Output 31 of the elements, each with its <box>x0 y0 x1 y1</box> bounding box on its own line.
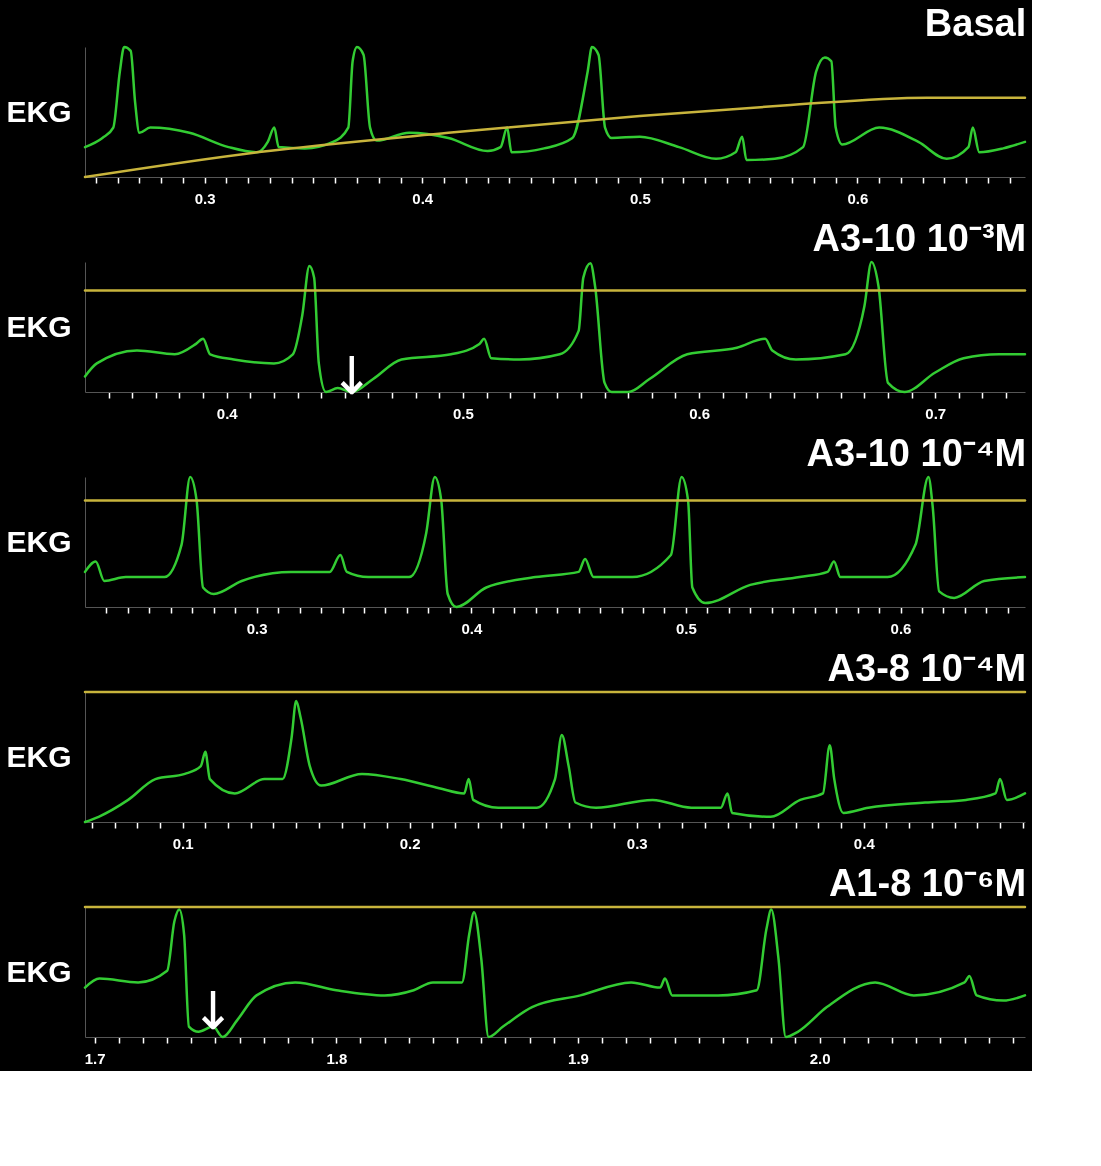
chart-title: A3-10 10⁻⁴M <box>806 431 1027 474</box>
x-tick-label: 1.9 <box>568 1049 589 1067</box>
x-tick-label: 0.2 <box>399 834 421 852</box>
chart-title: A3-8 10⁻⁴M <box>827 646 1027 689</box>
y-axis-title: EKG <box>6 739 72 773</box>
x-tick-label: 0.3 <box>626 834 648 852</box>
y-axis-title: EKG <box>6 954 72 988</box>
x-tick-label: 0.5 <box>629 189 651 207</box>
x-tick-label: 0.4 <box>216 404 239 422</box>
x-tick-label: 0.1 <box>172 834 194 852</box>
chart-title: Basal <box>924 1 1027 44</box>
chart-title: A1-8 10⁻⁶M <box>828 861 1027 904</box>
x-tick-label: 0.5 <box>452 404 474 422</box>
x-tick-label: 2.0 <box>809 1049 831 1067</box>
x-tick-label: 0.4 <box>461 619 483 637</box>
x-tick-label: 0.6 <box>847 189 869 207</box>
annotation: ↓ <box>191 980 235 1041</box>
y-axis-title: EKG <box>6 524 72 558</box>
x-tick-label: 0.7 <box>925 404 947 422</box>
x-tick-label: 1.8 <box>326 1049 348 1067</box>
x-tick-label: 0.4 <box>412 189 434 207</box>
y-axis-title: EKG <box>6 309 72 343</box>
y-axis-title: EKG <box>6 94 72 128</box>
chart-title: A3-10 10⁻³M <box>812 216 1027 259</box>
x-tick-label: 0.6 <box>689 404 710 422</box>
x-tick-label: 0.6 <box>890 619 912 637</box>
x-tick-label: 0.4 <box>853 834 876 852</box>
x-tick-label: 0.3 <box>246 619 268 637</box>
x-tick-label: 1.7 <box>84 1049 106 1067</box>
x-tick-label: 0.3 <box>194 189 216 207</box>
x-tick-label: 0.5 <box>675 619 697 637</box>
